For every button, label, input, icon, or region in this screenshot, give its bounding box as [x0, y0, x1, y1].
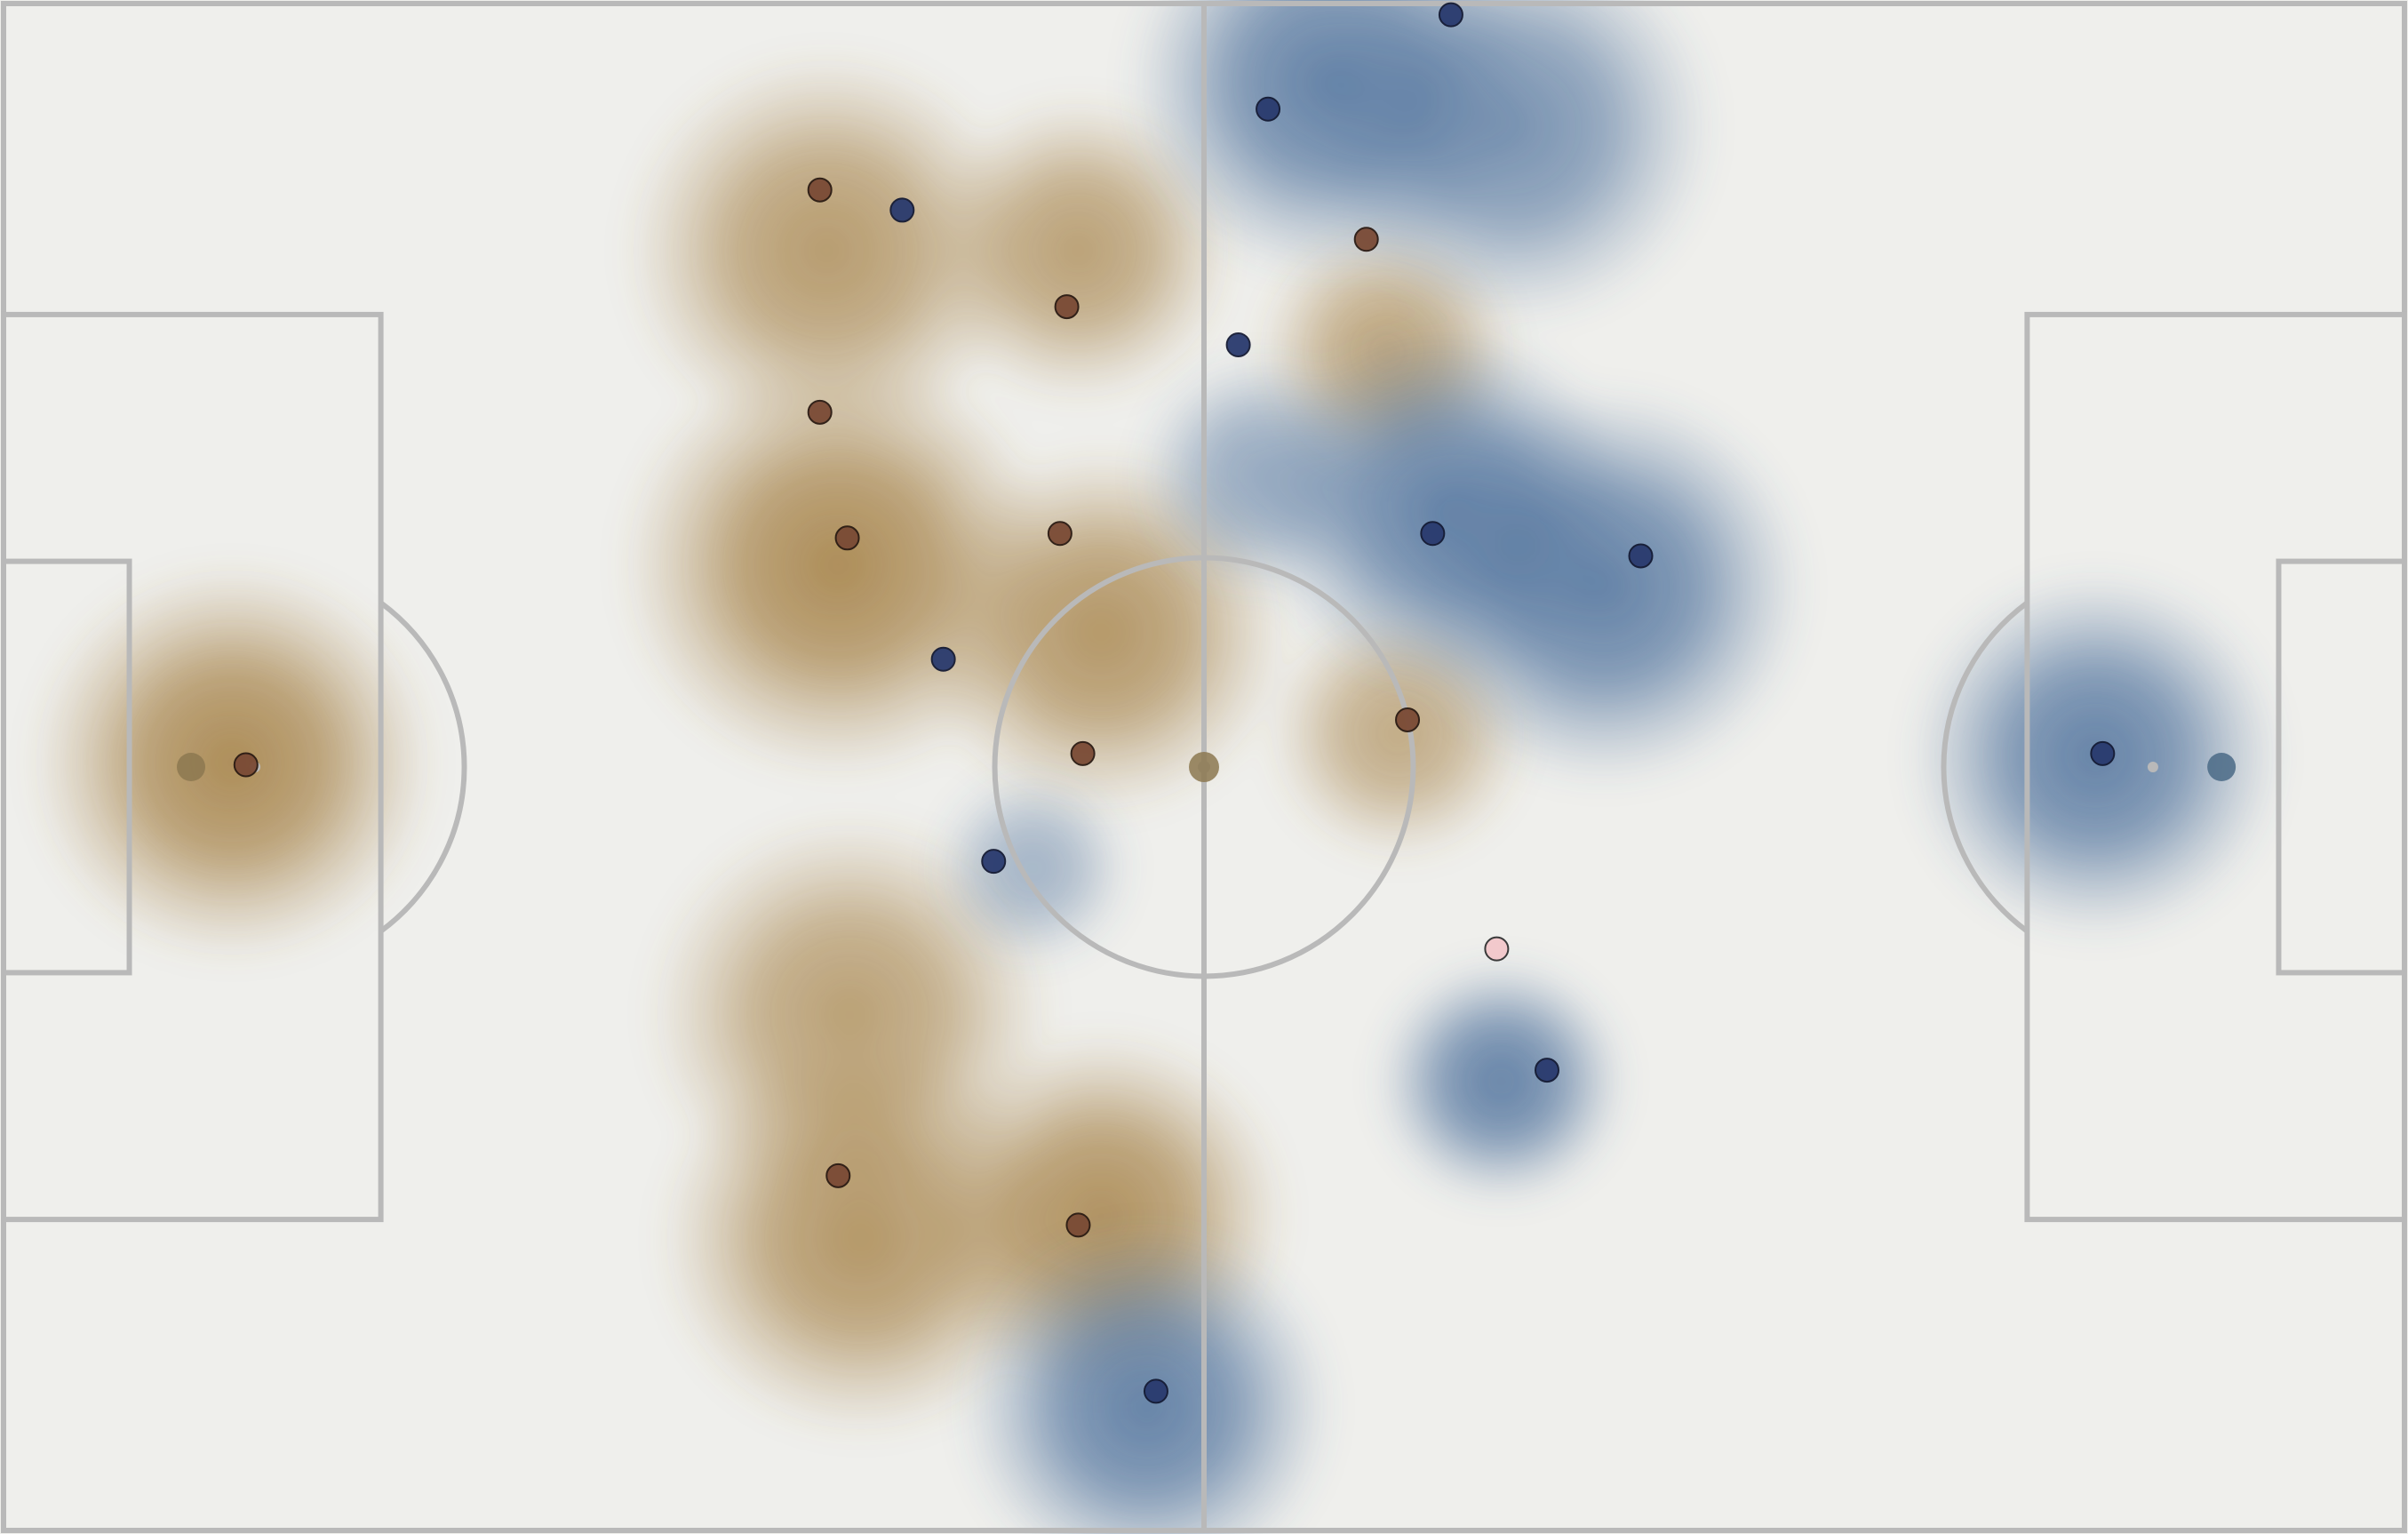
- away-goal-marker: [2207, 753, 2237, 781]
- away-player-5: [1256, 96, 1281, 122]
- home-player-10: [1395, 707, 1421, 732]
- players-layer: [233, 2, 2116, 1404]
- away-player-9: [930, 646, 956, 672]
- home-player-8: [1047, 521, 1072, 547]
- home-player-3: [834, 525, 860, 551]
- away-player-6: [1438, 2, 1463, 28]
- away-player-7: [1535, 1058, 1559, 1083]
- away-heatmap: [933, 0, 2282, 1534]
- away-player-10: [981, 849, 1007, 875]
- away-heat-blob: [1312, 0, 1714, 324]
- away-player-3: [1420, 521, 1446, 547]
- referee-marker-1: [1484, 936, 1510, 962]
- home-goal-marker: [177, 753, 206, 781]
- penalty-spot-right: [2147, 762, 2158, 772]
- goal-area-left: [1, 558, 132, 976]
- home-player-2: [825, 1162, 851, 1188]
- home-player-1: [233, 752, 259, 778]
- home-player-7: [1070, 740, 1096, 766]
- away-player-8: [1143, 1378, 1168, 1404]
- ball-layer: [177, 752, 2237, 782]
- heatmap-layer: [31, 0, 2282, 1534]
- home-player-11: [1353, 227, 1379, 252]
- ball-marker: [1189, 752, 1219, 782]
- away-player-2: [1628, 543, 1654, 569]
- home-player-5: [807, 177, 833, 203]
- home-heat-blob: [626, 53, 1028, 448]
- centre-circle: [992, 555, 1416, 979]
- away-player-1: [2090, 740, 2116, 766]
- away-heat-blob: [933, 771, 1132, 965]
- home-heat-blob: [31, 565, 434, 960]
- away-heat-blob: [961, 1225, 1333, 1534]
- away-player-4: [1225, 332, 1251, 358]
- away-heat-blob: [1137, 354, 1385, 596]
- away-heat-blob: [1403, 390, 1806, 785]
- penalty-arc-right: [1941, 600, 2029, 934]
- penalty-arc-left: [379, 600, 467, 934]
- home-player-6: [1054, 294, 1080, 320]
- home-player-9: [1065, 1212, 1091, 1238]
- away-heat-blob: [1377, 960, 1625, 1203]
- home-player-4: [807, 399, 833, 425]
- goal-area-right: [2276, 558, 2407, 976]
- away-player-11: [889, 197, 915, 223]
